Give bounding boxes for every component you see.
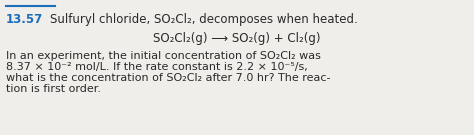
Text: SO₂Cl₂(g) ⟶ SO₂(g) + Cl₂(g): SO₂Cl₂(g) ⟶ SO₂(g) + Cl₂(g) bbox=[153, 32, 321, 45]
Text: In an experiment, the initial concentration of SO₂Cl₂ was: In an experiment, the initial concentrat… bbox=[6, 51, 321, 61]
Text: Sulfuryl chloride, SO₂Cl₂, decomposes when heated.: Sulfuryl chloride, SO₂Cl₂, decomposes wh… bbox=[50, 13, 358, 26]
Text: 8.37 × 10⁻² mol/L. If the rate constant is 2.2 × 10⁻⁵/s,: 8.37 × 10⁻² mol/L. If the rate constant … bbox=[6, 62, 308, 72]
Text: 13.57: 13.57 bbox=[6, 13, 43, 26]
Text: tion is first order.: tion is first order. bbox=[6, 84, 101, 94]
Text: what is the concentration of SO₂Cl₂ after 7.0 hr? The reac-: what is the concentration of SO₂Cl₂ afte… bbox=[6, 73, 330, 83]
